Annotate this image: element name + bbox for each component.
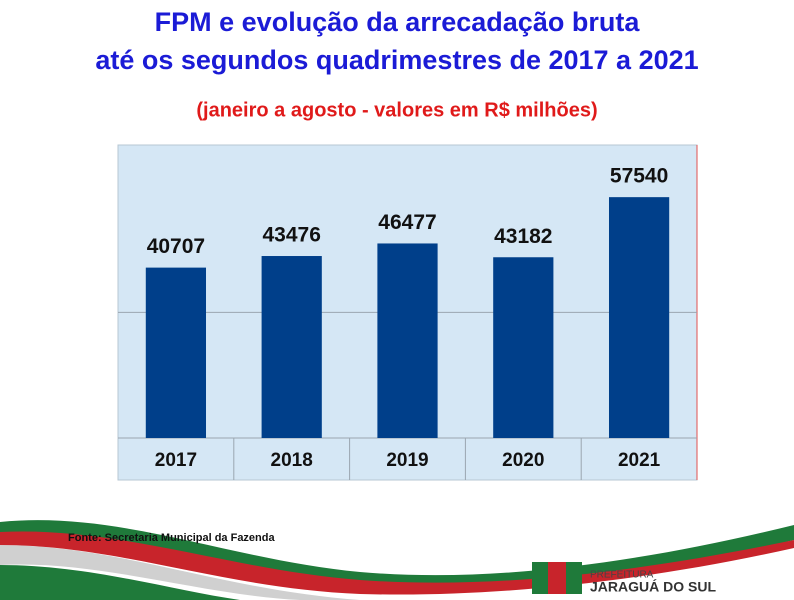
x-tick-label: 2017 — [155, 450, 197, 471]
bar — [261, 256, 322, 438]
bar — [377, 243, 438, 438]
bar — [493, 257, 554, 438]
value-label: 40707 — [147, 235, 205, 258]
logo-text: JARAGUÁ DO SUL — [590, 579, 716, 595]
x-tick-label: 2021 — [618, 450, 661, 471]
value-label: 57540 — [610, 165, 668, 188]
wave — [0, 565, 240, 600]
value-label: 43182 — [494, 225, 552, 248]
x-tick-label: 2018 — [271, 450, 313, 471]
wave — [0, 545, 360, 600]
chart-title: FPM e evolução da arrecadação bruta — [155, 7, 641, 37]
x-tick-label: 2019 — [386, 450, 428, 471]
logo-text: PREFEITURA — [590, 570, 654, 581]
logo-flag — [548, 562, 566, 594]
x-tick-label: 2020 — [502, 450, 544, 471]
source-note: Fonte: Secretaria Municipal da Fazenda — [68, 532, 275, 544]
bar — [145, 267, 207, 438]
wave — [0, 531, 794, 595]
value-label: 46477 — [378, 211, 436, 234]
chart-title: até os segundos quadrimestres de 2017 a … — [95, 45, 698, 75]
bar — [608, 197, 670, 438]
value-label: 43476 — [262, 224, 320, 247]
chart-subtitle: (janeiro a agosto - valores em R$ milhõe… — [196, 99, 597, 121]
